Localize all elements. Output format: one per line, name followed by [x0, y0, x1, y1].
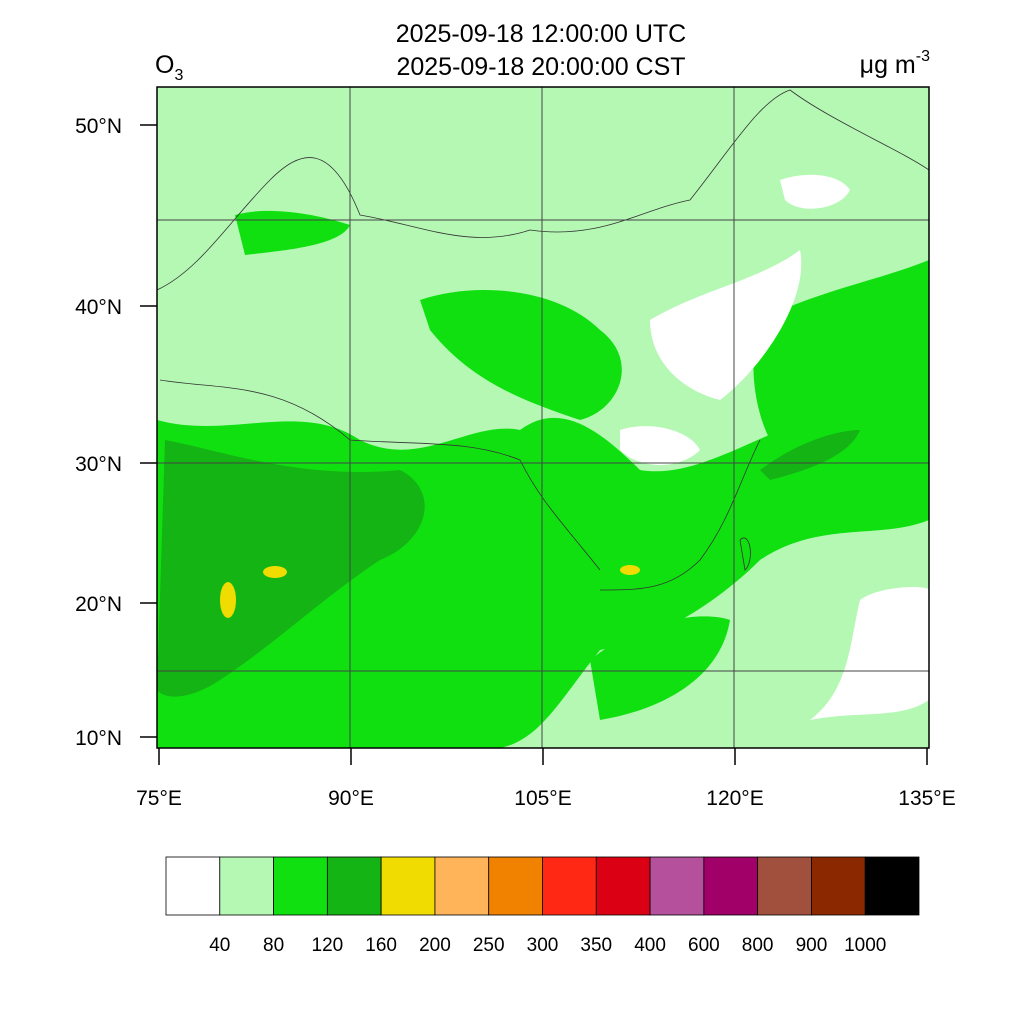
lat-tick-label: 10°N: [75, 727, 122, 750]
colorbar-label: 600: [688, 935, 720, 956]
title-utc: 2025-09-18 12:00:00 UTC: [396, 20, 686, 48]
units-label: μg m-3: [860, 48, 930, 79]
colorbar-label: 350: [580, 935, 612, 956]
units-name: μg m: [860, 51, 916, 79]
field-region: [157, 440, 425, 697]
colorbar-box: [542, 856, 597, 916]
colorbar-box: [864, 856, 920, 916]
field-region: [220, 582, 236, 618]
lon-tick-label: 75°E: [136, 787, 182, 810]
colorbar-label: 120: [312, 935, 344, 956]
map-field: [157, 87, 929, 748]
colorbar-box: [649, 856, 705, 916]
colorbar-box: [757, 856, 812, 916]
borders: [157, 89, 929, 591]
colorbar-box: [165, 856, 221, 916]
colorbar-box: [380, 856, 436, 916]
colorbar-box: [595, 856, 651, 916]
colorbar-box: [273, 856, 328, 916]
colorbar-label: 40: [209, 935, 230, 956]
colorbar-box: [434, 856, 490, 916]
lon-tick-label: 90°E: [328, 787, 374, 810]
field-region: [420, 290, 622, 420]
colorbar-box: [703, 856, 759, 916]
field-region: [590, 616, 730, 720]
lon-tick-label: 105°E: [514, 787, 571, 810]
field-region: [620, 565, 640, 575]
colorbar-box: [219, 856, 274, 916]
colorbar-box: [811, 856, 866, 916]
colorbar-label: 200: [419, 935, 451, 956]
variable-subscript: 3: [174, 67, 183, 84]
field-region: [650, 250, 802, 400]
lat-tick-label: 20°N: [75, 593, 122, 616]
field-region: [780, 174, 850, 209]
colorbar-label: 160: [365, 935, 397, 956]
lat-tick-label: 40°N: [75, 296, 122, 319]
colorbar-label: 300: [527, 935, 559, 956]
field-region: [235, 210, 350, 255]
colorbar-label: 250: [473, 935, 505, 956]
title-cst: 2025-09-18 20:00:00 CST: [396, 53, 685, 81]
variable-label: O3: [155, 51, 183, 84]
graticule: [157, 87, 929, 748]
variable-name: O: [155, 51, 174, 79]
colorbar-label: 80: [263, 935, 284, 956]
lon-tick-label: 120°E: [706, 787, 763, 810]
colorbar-box: [326, 856, 382, 916]
colorbar-label: 800: [742, 935, 774, 956]
lon-tick-label: 135°E: [898, 787, 955, 810]
field-region: [263, 566, 287, 578]
field-region: [810, 587, 929, 720]
units-superscript: -3: [916, 48, 930, 65]
colorbar-box: [488, 856, 543, 916]
lat-tick-label: 30°N: [75, 453, 122, 476]
field-region: [760, 430, 860, 480]
field-region: [753, 260, 929, 444]
field-region: [620, 426, 700, 465]
lat-tick-label: 50°N: [75, 115, 122, 138]
colorbar-label: 900: [796, 935, 828, 956]
colorbar-label: 400: [634, 935, 666, 956]
colorbar-label: 1000: [844, 935, 886, 956]
